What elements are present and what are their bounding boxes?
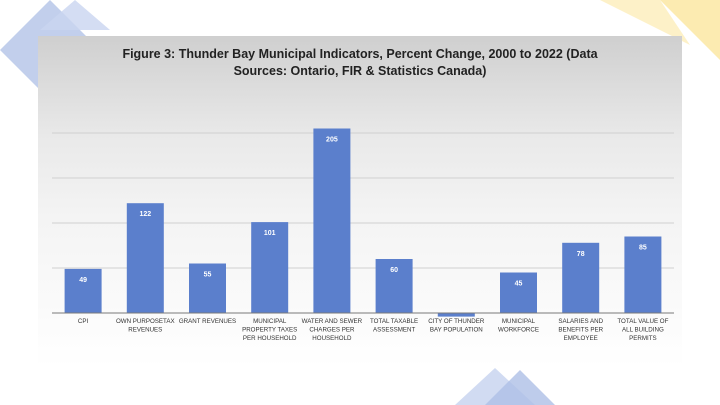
category-label-line: ALL BUILDING bbox=[622, 327, 664, 334]
category-label: OWN PURPOSETAX REVENUES bbox=[116, 318, 175, 334]
category-label-line: REVENUES bbox=[128, 327, 162, 334]
category-label-line: CITY OF THUNDER bbox=[428, 318, 485, 325]
category-label-line: GRANT REVENUES bbox=[179, 318, 236, 325]
category-label: CITY OF THUNDER BAY POPULATION bbox=[428, 318, 485, 334]
data-label: 45 bbox=[515, 281, 523, 288]
category-label: TOTAL VALUE OF ALL BUILDING PERMITS bbox=[617, 318, 668, 342]
data-label: 205 bbox=[326, 137, 338, 144]
deco-triangle-light bbox=[40, 0, 110, 30]
data-label: -4 bbox=[453, 336, 459, 343]
category-label-line: HOUSEHOLD bbox=[312, 335, 352, 342]
data-label: 60 bbox=[390, 267, 398, 274]
data-label: 55 bbox=[204, 272, 212, 279]
category-label: MUNICIPAL PROPERTY TAXES PER HOUSEHOLD bbox=[242, 318, 297, 342]
deco-diamond-yellow-2 bbox=[600, 0, 690, 45]
category-label-line: OWN PURPOSETAX bbox=[116, 318, 175, 325]
chart-panel: Figure 3: Thunder Bay Municipal Indicato… bbox=[38, 36, 682, 368]
category-label: WATER AND SEWER CHARGES PER HOUSEHOLD bbox=[302, 318, 363, 342]
deco-diamond-yellow bbox=[580, 0, 720, 60]
category-label-line: CPI bbox=[78, 318, 89, 325]
category-label-line: MUNICIPAL bbox=[253, 318, 287, 325]
data-label: 49 bbox=[79, 277, 87, 284]
decorative-shapes-bottom bbox=[455, 368, 555, 405]
bar bbox=[500, 272, 537, 313]
bar bbox=[251, 222, 289, 313]
bar bbox=[375, 259, 413, 313]
bar bbox=[624, 236, 662, 313]
bar bbox=[313, 128, 351, 313]
chart-title: Figure 3: Thunder Bay Municipal Indicato… bbox=[122, 47, 598, 78]
category-label-line: WORKFORCE bbox=[498, 327, 539, 334]
bar bbox=[126, 203, 164, 313]
category-label: SALARIES AND BENEFITS PER EMPLOYEE bbox=[558, 318, 603, 342]
bar bbox=[562, 242, 600, 313]
bar bbox=[64, 268, 102, 313]
category-label-line: TOTAL VALUE OF bbox=[617, 318, 668, 325]
category-label-line: TOTAL TAXABLE bbox=[370, 318, 418, 325]
category-label-line: BENEFITS PER bbox=[558, 327, 603, 334]
category-label: TOTAL TAXABLE ASSESSMENT bbox=[370, 318, 418, 334]
category-label-line: PER HOUSEHOLD bbox=[243, 335, 297, 342]
category-label-line: PERMITS bbox=[629, 335, 657, 342]
category-label: GRANT REVENUES bbox=[179, 318, 236, 325]
data-label: 101 bbox=[264, 230, 276, 237]
category-label-line: MUNICIPAL bbox=[502, 318, 536, 325]
category-label-line: ASSESSMENT bbox=[373, 327, 416, 334]
category-label: MUNICIPAL WORKFORCE bbox=[498, 318, 539, 334]
category-label-line: CHARGES PER bbox=[309, 327, 355, 334]
bar-chart: 49 122 55 101 205 60 -4 45 78 85 CPI OWN PURPOSETAX… bbox=[52, 128, 674, 343]
category-label-line: PROPERTY TAXES bbox=[242, 327, 297, 334]
category-label-line: SALARIES AND bbox=[558, 318, 603, 325]
deco-bottom-triangle-2 bbox=[485, 370, 555, 405]
data-label: 85 bbox=[639, 245, 647, 252]
data-label: 122 bbox=[139, 211, 151, 218]
category-label-line: EMPLOYEE bbox=[564, 335, 598, 342]
data-label: 78 bbox=[577, 251, 585, 258]
bar bbox=[437, 313, 475, 317]
category-label-line: BAY POPULATION bbox=[430, 327, 483, 334]
bar bbox=[189, 263, 226, 313]
decorative-shapes-top-right bbox=[580, 0, 720, 60]
category-label: CPI bbox=[78, 318, 89, 325]
category-label-line: WATER AND SEWER bbox=[302, 318, 363, 325]
